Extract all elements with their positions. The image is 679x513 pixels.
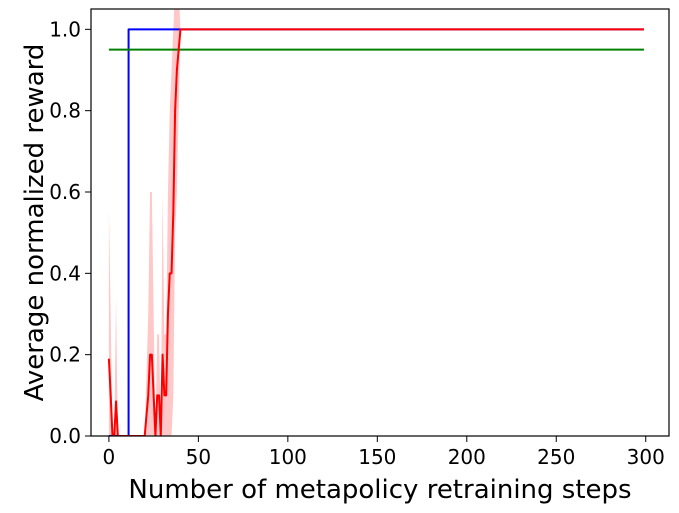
- x-tick-label: 50: [186, 445, 211, 469]
- y-tick-label: 0.4: [49, 261, 81, 285]
- x-axis-ticks: 0 50 100 150 200 250 300: [103, 436, 665, 469]
- x-tick-label: 0: [103, 445, 116, 469]
- x-tick-label: 100: [269, 445, 307, 469]
- plot-frame: [90, 8, 670, 437]
- x-axis-label: Number of metapolicy retraining steps: [128, 475, 631, 505]
- x-tick-label: 300: [627, 445, 665, 469]
- series-lines: [107, 28, 644, 436]
- series-2-line: [107, 28, 644, 436]
- y-tick-label: 0.8: [49, 99, 81, 123]
- y-tick-label: 0.2: [49, 343, 81, 367]
- confidence-bands: [108, 9, 644, 436]
- x-tick-label: 250: [537, 445, 575, 469]
- series-0-line: [108, 28, 644, 436]
- x-tick-label: 200: [448, 445, 486, 469]
- y-tick-label: 1.0: [49, 17, 81, 41]
- y-tick-label: 0.0: [49, 424, 81, 448]
- y-axis-ticks: 0.0 0.2 0.4 0.6 0.8 1.0: [49, 17, 91, 448]
- series-2-band: [108, 9, 644, 436]
- y-axis-label: Average normalized reward: [20, 44, 50, 402]
- x-tick-label: 150: [358, 445, 396, 469]
- y-tick-label: 0.6: [49, 180, 81, 204]
